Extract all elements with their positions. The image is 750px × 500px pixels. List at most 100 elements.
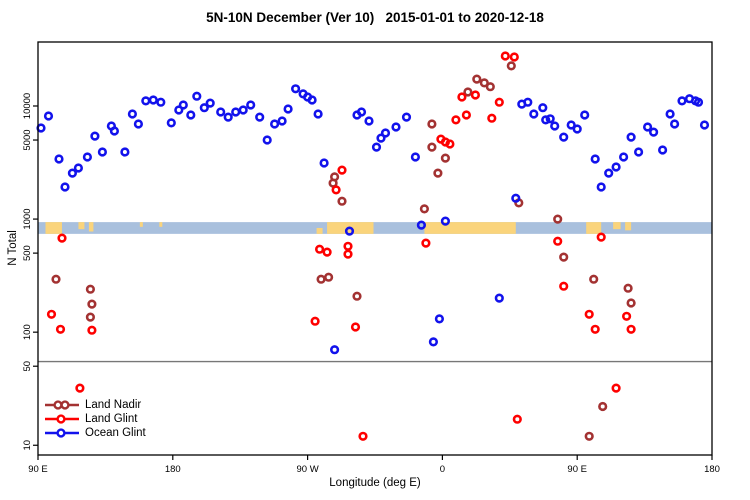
data-point-land-nadir — [87, 299, 97, 309]
data-point-land-glint — [331, 185, 341, 195]
data-point-land-glint — [343, 241, 353, 251]
data-point-land-nadir — [485, 82, 495, 92]
data-point-land-nadir — [479, 78, 489, 88]
data-point-land-nadir — [584, 431, 594, 441]
data-point-land-nadir — [472, 74, 482, 84]
data-point-ocean-glint — [580, 110, 590, 120]
data-point-land-nadir — [440, 153, 451, 163]
data-point-land-glint — [322, 247, 332, 257]
data-point-land-glint — [470, 90, 481, 100]
data-point-ocean-glint — [440, 216, 451, 226]
data-point-ocean-glint — [401, 112, 412, 122]
data-point-land-glint — [590, 324, 600, 334]
data-point-ocean-glint — [60, 182, 70, 192]
y-tick-label: 1000 — [22, 209, 33, 230]
x-tick-label: 180 — [165, 464, 181, 475]
x-axis-label: Longitude (deg E) — [329, 477, 421, 489]
latitude-band-land-patch — [88, 222, 94, 232]
data-point-ocean-glint — [642, 122, 653, 132]
data-point-ocean-glint — [699, 120, 710, 130]
data-point-land-glint — [337, 165, 347, 175]
data-point-land-nadir — [623, 283, 633, 293]
data-point-ocean-glint — [82, 152, 92, 162]
data-point-land-glint — [75, 383, 85, 393]
data-point-ocean-glint — [109, 126, 119, 136]
data-point-ocean-glint — [178, 100, 188, 110]
ocean-glint-symbol-icon — [45, 428, 79, 438]
data-point-ocean-glint — [216, 107, 226, 117]
data-point-ocean-glint — [633, 147, 644, 157]
legend-label: Ocean Glint — [85, 427, 146, 439]
data-point-land-glint — [611, 383, 621, 393]
data-point-land-glint — [315, 244, 325, 254]
y-axis-label: N Total — [7, 230, 19, 266]
chart-title: 5N-10N December (Ver 10) 2015-01-01 to 2… — [206, 10, 544, 25]
latitude-band-land-patch — [78, 222, 85, 230]
data-point-land-nadir — [419, 204, 430, 214]
data-point-ocean-glint — [199, 103, 209, 113]
data-point-ocean-glint — [416, 220, 427, 230]
data-point-land-nadir — [553, 214, 563, 224]
latitude-band-land-patch — [424, 222, 516, 234]
data-point-land-glint — [621, 311, 632, 321]
data-point-ocean-glint — [494, 293, 504, 303]
data-point-ocean-glint — [364, 116, 374, 126]
data-point-ocean-glint — [566, 120, 576, 130]
legend-item-land-glint: Land Glint — [44, 412, 146, 426]
data-point-ocean-glint — [141, 96, 151, 106]
data-point-land-nadir — [433, 168, 443, 178]
data-point-ocean-glint — [307, 95, 317, 105]
data-point-ocean-glint — [270, 119, 280, 129]
y-tick-label: 10 — [22, 440, 33, 451]
data-point-ocean-glint — [648, 127, 659, 137]
data-point-land-glint — [559, 281, 569, 291]
data-point-ocean-glint — [669, 119, 680, 129]
data-point-land-glint — [457, 92, 467, 102]
data-point-land-glint — [87, 325, 97, 335]
data-point-ocean-glint — [376, 133, 386, 143]
data-point-ocean-glint — [133, 119, 143, 129]
data-point-ocean-glint — [148, 95, 158, 105]
data-point-ocean-glint — [618, 152, 629, 162]
data-point-land-nadir — [427, 142, 437, 152]
data-point-land-glint — [451, 115, 461, 125]
data-point-land-glint — [310, 316, 320, 326]
data-point-land-glint — [445, 139, 455, 149]
data-point-land-nadir — [324, 272, 334, 282]
data-point-land-nadir — [598, 401, 608, 412]
data-point-land-nadir — [316, 274, 326, 284]
data-point-ocean-glint — [665, 109, 675, 119]
data-point-ocean-glint — [391, 122, 401, 132]
x-tick-label: 90 E — [567, 464, 587, 475]
data-point-land-nadir — [559, 252, 569, 262]
latitude-band-land-patch — [613, 222, 621, 230]
x-tick-label: 90 E — [28, 464, 48, 475]
data-point-ocean-glint — [529, 109, 539, 119]
data-point-ocean-glint — [604, 168, 614, 178]
x-tick-label: 180 — [704, 464, 720, 475]
data-point-ocean-glint — [538, 103, 548, 113]
data-point-ocean-glint — [380, 128, 391, 138]
land-glint-symbol-icon — [45, 414, 79, 424]
data-point-land-nadir — [506, 61, 516, 71]
data-point-ocean-glint — [410, 152, 421, 162]
data-point-ocean-glint — [166, 118, 176, 128]
data-point-land-glint — [421, 238, 431, 248]
latitude-band-land-patch — [625, 222, 632, 231]
y-tick-label: 100 — [22, 324, 33, 340]
x-tick-label: 0 — [440, 464, 445, 475]
data-point-land-glint — [500, 51, 510, 61]
data-point-land-nadir — [427, 119, 437, 129]
data-point-ocean-glint — [590, 154, 600, 164]
data-point-ocean-glint — [330, 345, 340, 355]
data-point-ocean-glint — [523, 97, 533, 107]
data-point-land-glint — [461, 110, 472, 120]
data-point-ocean-glint — [428, 337, 439, 347]
data-point-ocean-glint — [550, 121, 560, 131]
data-point-ocean-glint — [205, 98, 215, 108]
data-point-ocean-glint — [541, 115, 551, 125]
data-point-land-nadir — [352, 291, 362, 301]
data-point-land-nadir — [85, 312, 95, 322]
